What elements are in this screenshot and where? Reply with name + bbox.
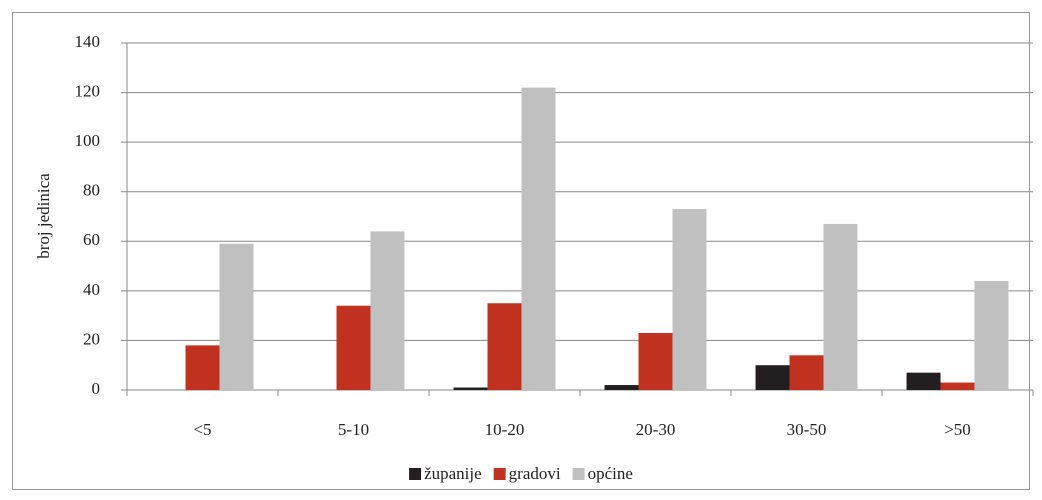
bar	[823, 223, 858, 390]
x-tick-label: 20-30	[636, 420, 676, 439]
legend-swatch	[493, 468, 506, 480]
bar	[370, 231, 405, 390]
y-tick-label: 20	[83, 329, 100, 348]
x-tick-label: 10-20	[485, 420, 525, 439]
bar	[336, 305, 371, 390]
legend-label: županije	[424, 464, 482, 483]
x-tick-label: >50	[944, 420, 971, 439]
bar	[638, 332, 673, 390]
bar	[974, 280, 1009, 390]
legend-label: gradovi	[509, 464, 561, 483]
y-tick-label: 0	[92, 379, 101, 398]
bar	[453, 387, 488, 390]
bar	[487, 303, 522, 390]
x-tick-label: 30-50	[787, 420, 827, 439]
bar	[604, 385, 639, 390]
y-tick-label: 60	[83, 230, 100, 249]
bar	[906, 372, 941, 390]
x-tick-label: 5-10	[338, 420, 369, 439]
y-tick-label: 120	[75, 81, 101, 100]
legend-label: općine	[588, 464, 633, 483]
bar	[755, 365, 790, 390]
legend-swatch	[572, 468, 585, 480]
bar	[789, 355, 824, 390]
bar	[219, 243, 254, 390]
y-axis-label: broj jedinica	[34, 173, 53, 259]
x-tick-label: <5	[193, 420, 211, 439]
bar	[521, 87, 556, 390]
y-tick-label: 100	[75, 131, 101, 150]
bar	[672, 209, 707, 390]
y-tick-label: 40	[83, 280, 100, 299]
bar	[940, 382, 975, 390]
y-tick-label: 80	[83, 181, 100, 200]
legend-swatch	[409, 468, 422, 480]
y-tick-label: 140	[75, 32, 101, 51]
bar	[185, 345, 220, 390]
chart-frame	[12, 12, 1030, 490]
